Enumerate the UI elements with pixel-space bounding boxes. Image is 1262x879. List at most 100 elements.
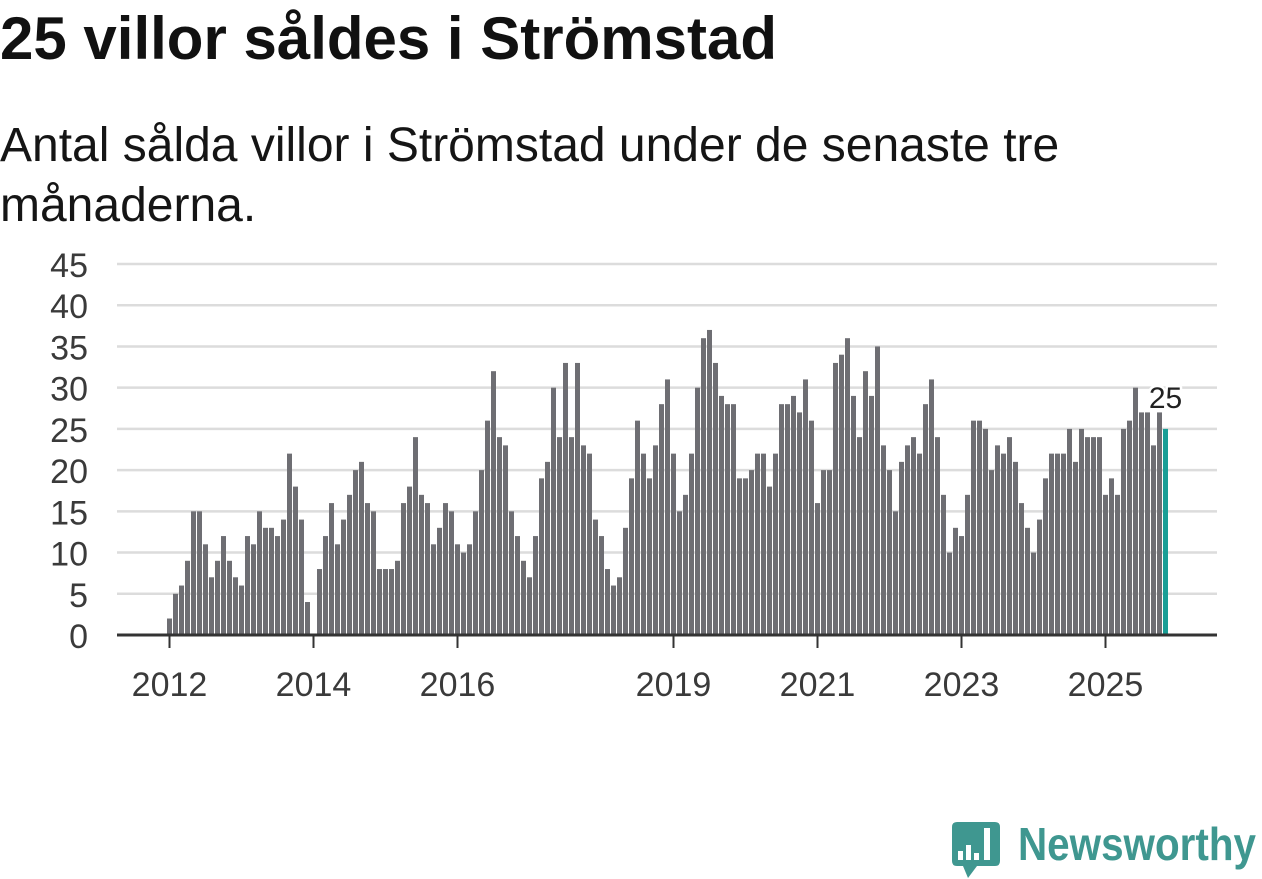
bar	[215, 560, 220, 635]
bar	[1061, 453, 1066, 635]
bar	[1121, 428, 1126, 635]
bar	[323, 536, 328, 635]
bar	[587, 453, 592, 635]
y-tick-label: 40	[50, 288, 88, 326]
bar	[851, 395, 856, 635]
bar	[725, 404, 730, 635]
bar	[677, 511, 682, 635]
bar	[1151, 445, 1156, 635]
bar	[1139, 412, 1144, 635]
bar	[1157, 412, 1162, 635]
bar	[443, 503, 448, 635]
bar	[1055, 453, 1060, 635]
logo-bar	[984, 828, 990, 860]
bar	[641, 453, 646, 635]
bar	[227, 560, 232, 635]
x-tick-label: 2023	[924, 666, 1000, 704]
brand-name: Newsworthy	[1018, 818, 1256, 870]
bar	[185, 560, 190, 635]
bar	[659, 404, 664, 635]
bar	[371, 511, 376, 635]
bar	[413, 437, 418, 635]
newsworthy-logo: Newsworthy	[952, 818, 1256, 878]
bar	[449, 511, 454, 635]
y-tick-label: 45	[50, 247, 88, 285]
bar	[929, 379, 934, 635]
bar	[755, 453, 760, 635]
bar	[905, 445, 910, 635]
bar	[1037, 519, 1042, 635]
bar	[239, 585, 244, 635]
bar	[1103, 494, 1108, 635]
x-tick-label: 2025	[1068, 666, 1144, 704]
bar	[191, 511, 196, 635]
y-tick-label: 10	[50, 536, 88, 574]
bar	[707, 329, 712, 635]
bars	[167, 329, 1168, 635]
bar	[701, 338, 706, 635]
bar	[923, 404, 928, 635]
bar	[941, 494, 946, 635]
chart-subtitle: Antal sålda villor i Strömstad under de …	[0, 119, 1060, 232]
bar	[341, 519, 346, 635]
bar	[761, 453, 766, 635]
bar	[731, 404, 736, 635]
bar	[779, 404, 784, 635]
bar	[899, 461, 904, 635]
bar	[977, 420, 982, 635]
bar	[689, 453, 694, 635]
bar	[1031, 552, 1036, 635]
bar	[947, 552, 952, 635]
y-tick-label: 5	[69, 577, 88, 615]
y-tick-label: 35	[50, 329, 88, 367]
bar	[197, 511, 202, 635]
annotations: 25	[1146, 379, 1184, 417]
bar	[839, 354, 844, 635]
bar	[1127, 420, 1132, 635]
bar	[683, 494, 688, 635]
bar	[917, 453, 922, 635]
bar	[1007, 437, 1012, 635]
bar	[1109, 478, 1114, 635]
bar	[713, 362, 718, 635]
logo-bar	[974, 853, 979, 860]
newsworthy-logo-icon	[952, 822, 1000, 878]
bar	[533, 536, 538, 635]
bar	[803, 379, 808, 635]
bar	[767, 486, 772, 635]
y-tick-label: 15	[50, 494, 88, 532]
bar	[365, 503, 370, 635]
bar	[317, 569, 322, 635]
bar	[911, 437, 916, 635]
bar	[437, 527, 442, 635]
bar	[545, 461, 550, 635]
bar	[1049, 453, 1054, 635]
bar	[635, 420, 640, 635]
x-tick-label: 2012	[132, 666, 208, 704]
bar	[791, 395, 796, 635]
chart-title: 25 villor såldes i Strömstad	[0, 5, 777, 72]
bar	[647, 478, 652, 635]
bar	[875, 346, 880, 635]
bar	[695, 387, 700, 635]
bar	[269, 527, 274, 635]
bar	[983, 428, 988, 635]
bar	[203, 544, 208, 635]
bar-highlighted	[1163, 428, 1168, 635]
bar	[1133, 387, 1138, 635]
bar	[815, 503, 820, 635]
bar	[407, 486, 412, 635]
bar	[431, 544, 436, 635]
highlight-value-label: 25	[1149, 382, 1182, 415]
bar	[557, 437, 562, 635]
bar	[383, 569, 388, 635]
bar	[971, 420, 976, 635]
bar	[479, 470, 484, 635]
bar	[1019, 503, 1024, 635]
bar	[179, 585, 184, 635]
bar	[599, 536, 604, 635]
bar	[593, 519, 598, 635]
bar	[1073, 461, 1078, 635]
